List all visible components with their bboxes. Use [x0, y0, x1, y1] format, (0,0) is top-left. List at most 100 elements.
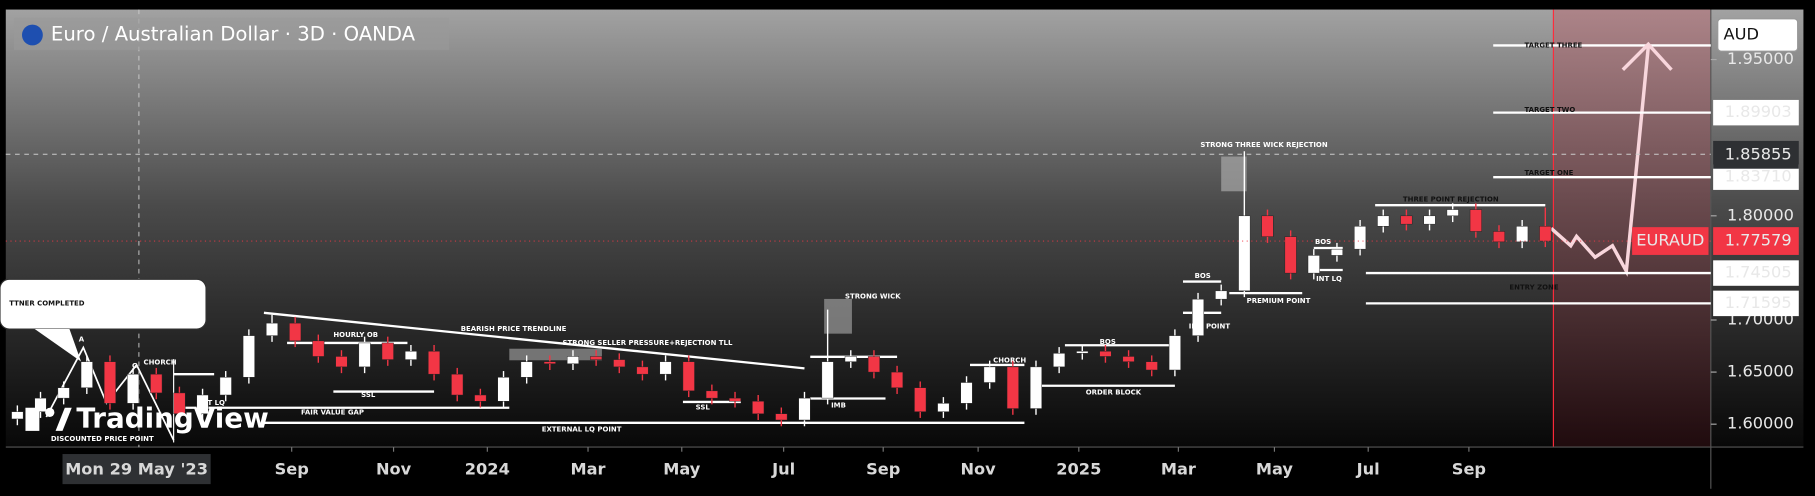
candle-body: [57, 387, 70, 399]
candle-body: [983, 366, 996, 383]
annotation: HOURLY OB: [333, 331, 378, 339]
candle-body: [1516, 226, 1529, 243]
candle-body: [1469, 209, 1482, 232]
currency-button[interactable]: [1717, 18, 1799, 52]
candle-body: [775, 413, 788, 421]
callout-tail: [34, 329, 82, 362]
candle-body: [543, 361, 556, 364]
candle-body: [1330, 248, 1343, 256]
crosshair-date: Mon 29 May '23: [65, 460, 208, 479]
x-tick-label: Sep: [1452, 460, 1486, 479]
candle-body: [1539, 226, 1552, 242]
candle-body: [474, 394, 487, 402]
candle-body: [590, 356, 603, 360]
x-tick-label: Nov: [376, 460, 412, 479]
candle-body: [1284, 236, 1297, 274]
annotation: STRONG THREE WICK REJECTION: [1200, 141, 1327, 149]
annotation: CHORCH: [993, 356, 1026, 364]
candle-body: [1192, 298, 1205, 336]
candle-body: [103, 361, 116, 404]
x-tick-label: Sep: [866, 460, 900, 479]
candle-body: [335, 356, 348, 368]
candle-body: [80, 361, 93, 388]
candle-body: [497, 377, 510, 402]
x-tick-label: Mar: [571, 460, 606, 479]
annotation: TARGET TWO: [1524, 106, 1575, 114]
price-label: 1.71595: [1725, 293, 1792, 312]
candle-body: [752, 401, 765, 414]
price-label-bg: [1713, 290, 1799, 317]
chart-title: Euro / Australian Dollar · 3D · OANDA: [51, 23, 416, 46]
title-bg: [13, 17, 450, 51]
candle-body: [1099, 351, 1112, 357]
drawings: [45, 44, 1711, 443]
candle-body: [1238, 215, 1251, 292]
annotation: INT LQ: [1316, 275, 1342, 283]
crosshair-date-bg: [62, 454, 211, 485]
x-tick-label: Nov: [960, 460, 996, 479]
annotation: SSL: [361, 391, 376, 399]
annotation: STRONG WICK: [845, 293, 901, 301]
candle-body: [1400, 215, 1413, 225]
annotation: ENTRY ZONE: [1509, 283, 1558, 291]
candle-body: [265, 322, 279, 336]
candle-body: [127, 373, 140, 404]
candle-body: [312, 340, 325, 357]
projection: [1549, 46, 1651, 277]
price-label-bg: [1713, 99, 1799, 126]
x-tick-label: 2025: [1056, 460, 1101, 479]
price-label-bg: [1713, 260, 1799, 286]
watermark-text: TradingView: [76, 401, 268, 434]
annotation: FAIR VALUE GAP: [301, 408, 364, 416]
x-tick-label: 2024: [465, 460, 510, 479]
candle-body: [358, 342, 371, 368]
symbol: EURAUD: [1636, 231, 1704, 250]
candle-body: [1053, 353, 1066, 368]
candle-body: [1215, 290, 1228, 300]
candle-body: [1446, 209, 1459, 217]
annotation: INT LQ: [199, 399, 225, 407]
annotation: SSL: [696, 404, 711, 412]
symbol-bg: [1632, 227, 1709, 255]
candle-body: [1492, 231, 1506, 243]
plot-area: [5, 9, 1711, 448]
y-tick-label: 1.80000: [1727, 205, 1794, 224]
annotation: THREE POINT REJECTION: [1403, 195, 1499, 203]
crosshair-price: 1.85855: [1725, 144, 1792, 163]
candle-body: [821, 361, 834, 399]
crosshair-price-bg: [1713, 140, 1799, 169]
candle-body: [960, 382, 973, 404]
candle-body: [1076, 351, 1089, 354]
annotation: ORDER BLOCK: [1086, 389, 1142, 397]
annotation: BOS: [1315, 238, 1331, 246]
candle-body: [1354, 226, 1367, 250]
zone: [509, 348, 602, 361]
candle-body: [150, 373, 163, 394]
candle-body: [196, 394, 209, 414]
x-tick-label: Jul: [771, 460, 795, 479]
annotation: EXTERNAL LQ POINT: [542, 426, 622, 434]
annotation: TARGET ONE: [1524, 169, 1573, 177]
candle-body: [1307, 255, 1320, 274]
last-price-bg: [1713, 227, 1799, 255]
y-tick-label: 1.65000: [1727, 362, 1794, 381]
candle-body: [34, 397, 47, 412]
logo: [25, 407, 40, 431]
trendline: [263, 311, 805, 370]
x-tick-label: Sep: [275, 460, 309, 479]
price-label: 1.83710: [1725, 167, 1792, 186]
candle-body: [381, 342, 394, 360]
annotation: IMB: [831, 401, 846, 409]
candle-body: [914, 387, 927, 412]
candle-body: [428, 351, 441, 375]
callout: [0, 278, 207, 330]
candle-body: [682, 361, 695, 392]
annotation: DISCOUNTED PRICE POINT: [51, 435, 154, 443]
candle-body: [729, 397, 742, 402]
annotation: IMB POINT: [1189, 323, 1231, 331]
currency: AUD: [1724, 25, 1759, 44]
flag: [21, 24, 43, 46]
candle-body: [11, 411, 24, 420]
annotation: CHORCH: [144, 359, 177, 367]
zone: [824, 298, 852, 334]
